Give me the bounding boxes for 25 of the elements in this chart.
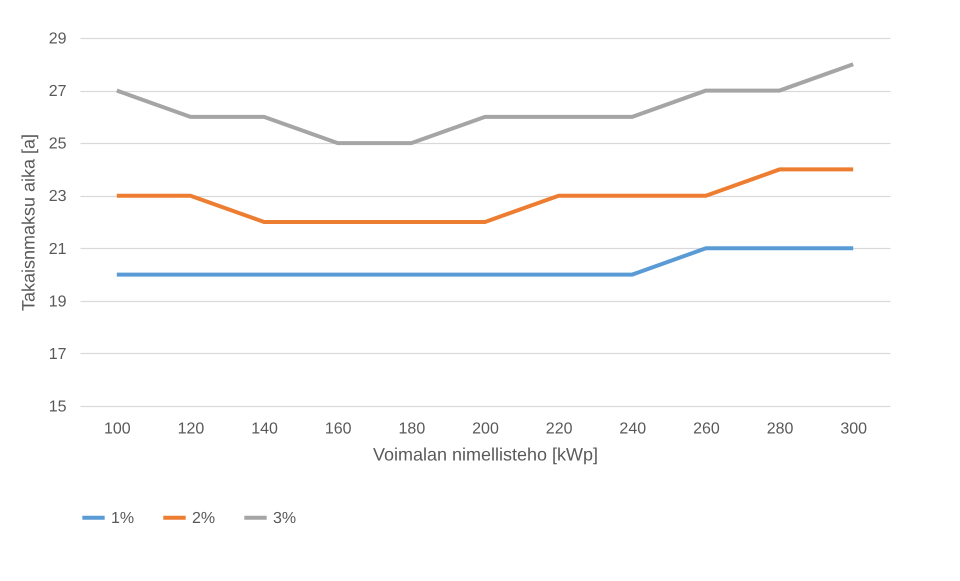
x-tick-label: 140 — [251, 420, 278, 438]
legend-label: 3% — [273, 510, 296, 527]
y-tick-label: 25 — [48, 136, 67, 153]
x-tick-label: 220 — [546, 420, 573, 438]
y-tick-label: 29 — [48, 30, 67, 48]
legend-label: 2% — [192, 510, 216, 527]
y-tick-label: 15 — [48, 398, 67, 416]
x-tick-label: 180 — [398, 420, 426, 438]
x-tick-label: 160 — [324, 420, 352, 438]
x-axis-title: Voimalan nimellisteho [kWp] — [372, 444, 598, 464]
y-tick-label: 23 — [48, 188, 67, 206]
x-tick-label: 240 — [619, 420, 646, 438]
y-tick-label: 17 — [48, 346, 67, 363]
x-tick-label: 300 — [840, 420, 868, 438]
x-tick-label: 260 — [693, 420, 720, 438]
x-tick-label: 280 — [766, 420, 794, 438]
x-tick-label: 100 — [104, 420, 131, 438]
y-tick-label: 21 — [48, 240, 67, 258]
x-tick-label: 200 — [472, 420, 499, 438]
y-tick-label: 27 — [48, 83, 67, 100]
line-series — [114, 62, 856, 146]
x-tick-label: 120 — [178, 420, 204, 438]
y-axis-title: Takaisnmaksu aika [a] — [18, 134, 39, 312]
y-tick-label: 19 — [48, 293, 67, 310]
legend-label: 1% — [111, 510, 134, 527]
